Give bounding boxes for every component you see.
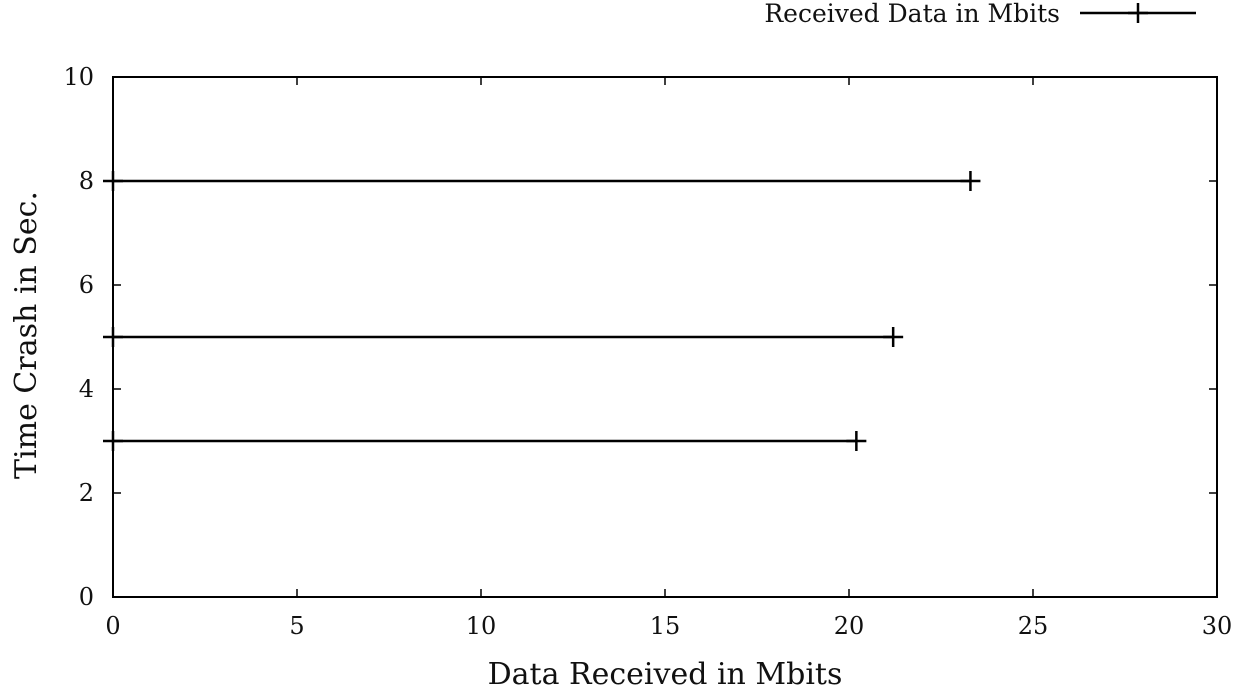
x-tick-label: 25 [1018,612,1049,640]
data-point-marker [960,171,981,191]
y-axis-tick-labels: 0 2 4 6 8 10 [63,63,94,611]
y-tick-label: 4 [79,375,94,403]
data-point-marker [883,327,904,347]
data-point-marker [103,327,123,347]
x-tick-label: 10 [466,612,497,640]
y-tick-label: 0 [79,583,94,611]
x-tick-label: 20 [834,612,865,640]
y-axis-title: Time Crash in Sec. [9,191,44,479]
y-tick-label: 8 [79,167,94,195]
x-tick-label: 0 [105,612,120,640]
y-tick-label: 6 [79,271,94,299]
x-axis-ticks [112,77,1218,597]
x-tick-label: 15 [650,612,681,640]
data-point-marker [103,171,123,191]
x-axis-title: Data Received in Mbits [488,657,843,692]
legend-label: Received Data in Mbits [764,0,1060,28]
y-axis-ticks [113,76,1217,598]
series-group [103,171,981,451]
data-point-marker [103,431,123,451]
legend: Received Data in Mbits [764,0,1196,28]
data-point-marker [846,431,867,451]
y-tick-label: 10 [63,63,94,91]
y-tick-label: 2 [79,479,94,507]
x-axis-tick-labels: 0 5 10 15 20 25 30 [105,612,1232,640]
x-tick-label: 5 [289,612,304,640]
x-tick-label: 30 [1202,612,1233,640]
